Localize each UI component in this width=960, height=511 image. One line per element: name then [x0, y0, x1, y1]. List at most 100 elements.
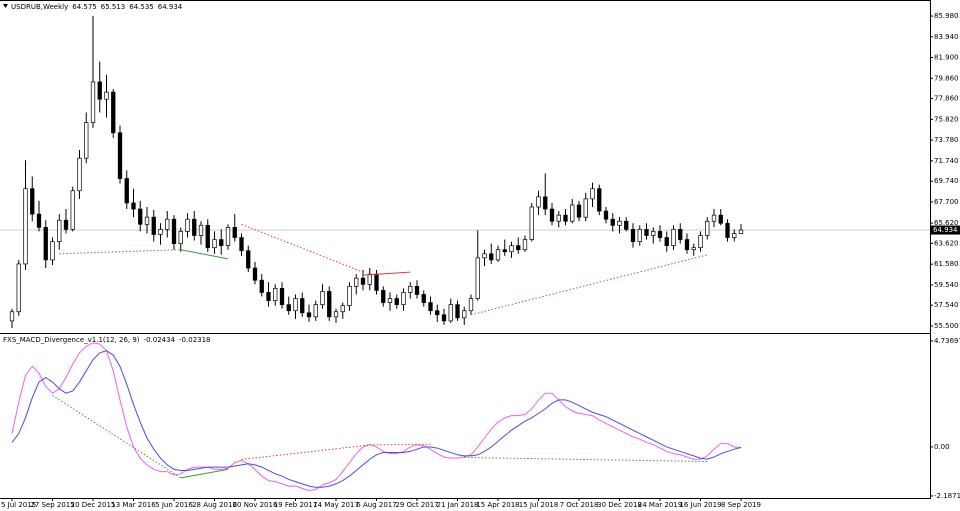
candle-body: [144, 216, 150, 225]
x-tick-label: 30 Dec 2018: [597, 501, 642, 509]
x-tick-label: 16 Jun 2019: [679, 501, 721, 509]
candle-body: [327, 291, 332, 318]
candle-body: [394, 298, 399, 305]
candle-body: [509, 245, 514, 253]
candle-body: [610, 218, 615, 226]
candle-body: [178, 231, 183, 244]
x-tick-label: 20 Nov 2016: [233, 501, 278, 509]
x-tick-label: 6 Aug 2017: [356, 501, 396, 509]
price-label: 64.934: [933, 226, 958, 234]
candle-body: [219, 239, 224, 246]
x-tick-label: 7 Oct 2018: [560, 501, 599, 509]
pane-title: USDRUB,Weekly: [11, 3, 68, 11]
candle-body: [252, 267, 258, 281]
candle-body: [246, 250, 251, 269]
candle-body: [725, 222, 730, 238]
candle-body: [462, 310, 467, 319]
y-tick-label: 59.540: [934, 281, 959, 289]
y-tick-label: 79.860: [934, 74, 959, 82]
candle-body: [111, 91, 116, 134]
candle-body: [30, 188, 35, 215]
candle-body: [300, 298, 305, 314]
y-tick-label: 63.620: [934, 239, 959, 247]
candle-body: [475, 257, 480, 299]
candle-body: [549, 208, 555, 222]
candle-body: [84, 122, 89, 159]
candle-body: [367, 273, 372, 285]
divergence-line: [362, 271, 411, 276]
header-low: 64.535: [129, 3, 154, 11]
candle-body: [617, 220, 622, 226]
x-tick-label: 27 Sep 2015: [30, 501, 74, 509]
candle-body: [354, 277, 359, 287]
pane-header: USDRUB,Weekly 64.575 65.513 64.535 64.934: [11, 3, 183, 11]
x-tick-label: 20 Dec 2015: [71, 501, 116, 509]
y-tick-label: 75.820: [934, 115, 959, 123]
candle-body: [583, 198, 588, 218]
candle-body: [428, 302, 433, 312]
y-tick-label: 71.740: [934, 157, 959, 165]
candle-body: [637, 229, 642, 242]
candle-body: [50, 241, 55, 261]
candle-body: [36, 213, 42, 228]
price-label-box: [931, 225, 960, 235]
x-tick-label: 28 Aug 2016: [192, 501, 237, 509]
divergence-line: [59, 249, 181, 255]
candle-body: [286, 304, 291, 312]
candle-body: [57, 219, 62, 242]
candle-body: [705, 220, 710, 236]
y-tick-label: -2.18717: [934, 492, 960, 500]
candle-body: [158, 229, 163, 235]
collapse-icon[interactable]: [3, 4, 8, 8]
candle-body: [97, 81, 102, 100]
candle-body: [678, 229, 683, 240]
candle-body: [151, 216, 156, 235]
candle-body: [711, 214, 717, 222]
y-tick-label: 69.740: [934, 177, 959, 185]
y-tick-label: 57.540: [934, 301, 959, 309]
candle-body: [543, 196, 548, 210]
y-tick-label: 81.900: [934, 54, 959, 62]
candle-body: [738, 229, 744, 235]
candle-body: [104, 91, 109, 100]
candle-body: [185, 218, 190, 232]
candle-body: [489, 253, 494, 261]
candle-body: [23, 188, 28, 265]
candle-body: [414, 285, 420, 295]
candle-body: [131, 202, 136, 210]
candle-body: [273, 288, 278, 301]
y-tick-label: 55.500: [934, 322, 959, 330]
indicator-line: [11, 350, 742, 488]
y-tick-label: 0.00: [934, 443, 950, 451]
candle-body: [482, 253, 487, 259]
candle-body: [644, 229, 649, 236]
candle-body: [597, 188, 602, 212]
candle-body: [16, 263, 21, 313]
header-value: -0.02434: [144, 336, 176, 344]
candle-body: [522, 239, 528, 251]
candle-body: [138, 208, 143, 225]
candle-body: [192, 218, 197, 236]
divergence-line: [52, 395, 182, 479]
candle-body: [441, 314, 447, 322]
candle-body: [536, 196, 541, 208]
candle-body: [266, 292, 271, 301]
candle-body: [171, 218, 177, 244]
header-high: 65.513: [101, 3, 126, 11]
x-tick-label: 14 May 2017: [313, 501, 359, 509]
x-tick-label: 13 Mar 2016: [111, 501, 156, 509]
pane-header: FXS_MACD_Divergence_v1.1(12, 26, 9) -0.02…: [3, 336, 211, 344]
x-tick-label: 15 Apr 2018: [476, 501, 519, 509]
x-tick-label: 5 Jul 2015: [1, 501, 36, 509]
candle-body: [9, 311, 15, 322]
candle-body: [313, 304, 318, 318]
candle-body: [624, 220, 629, 230]
candle-body: [77, 157, 82, 192]
pane-title: FXS_MACD_Divergence_v1.1(12, 26, 9): [3, 336, 140, 344]
candle-body: [165, 218, 170, 230]
candle-body: [684, 239, 690, 251]
y-tick-label: 83.940: [934, 33, 959, 41]
y-tick-label: 73.780: [934, 136, 959, 144]
